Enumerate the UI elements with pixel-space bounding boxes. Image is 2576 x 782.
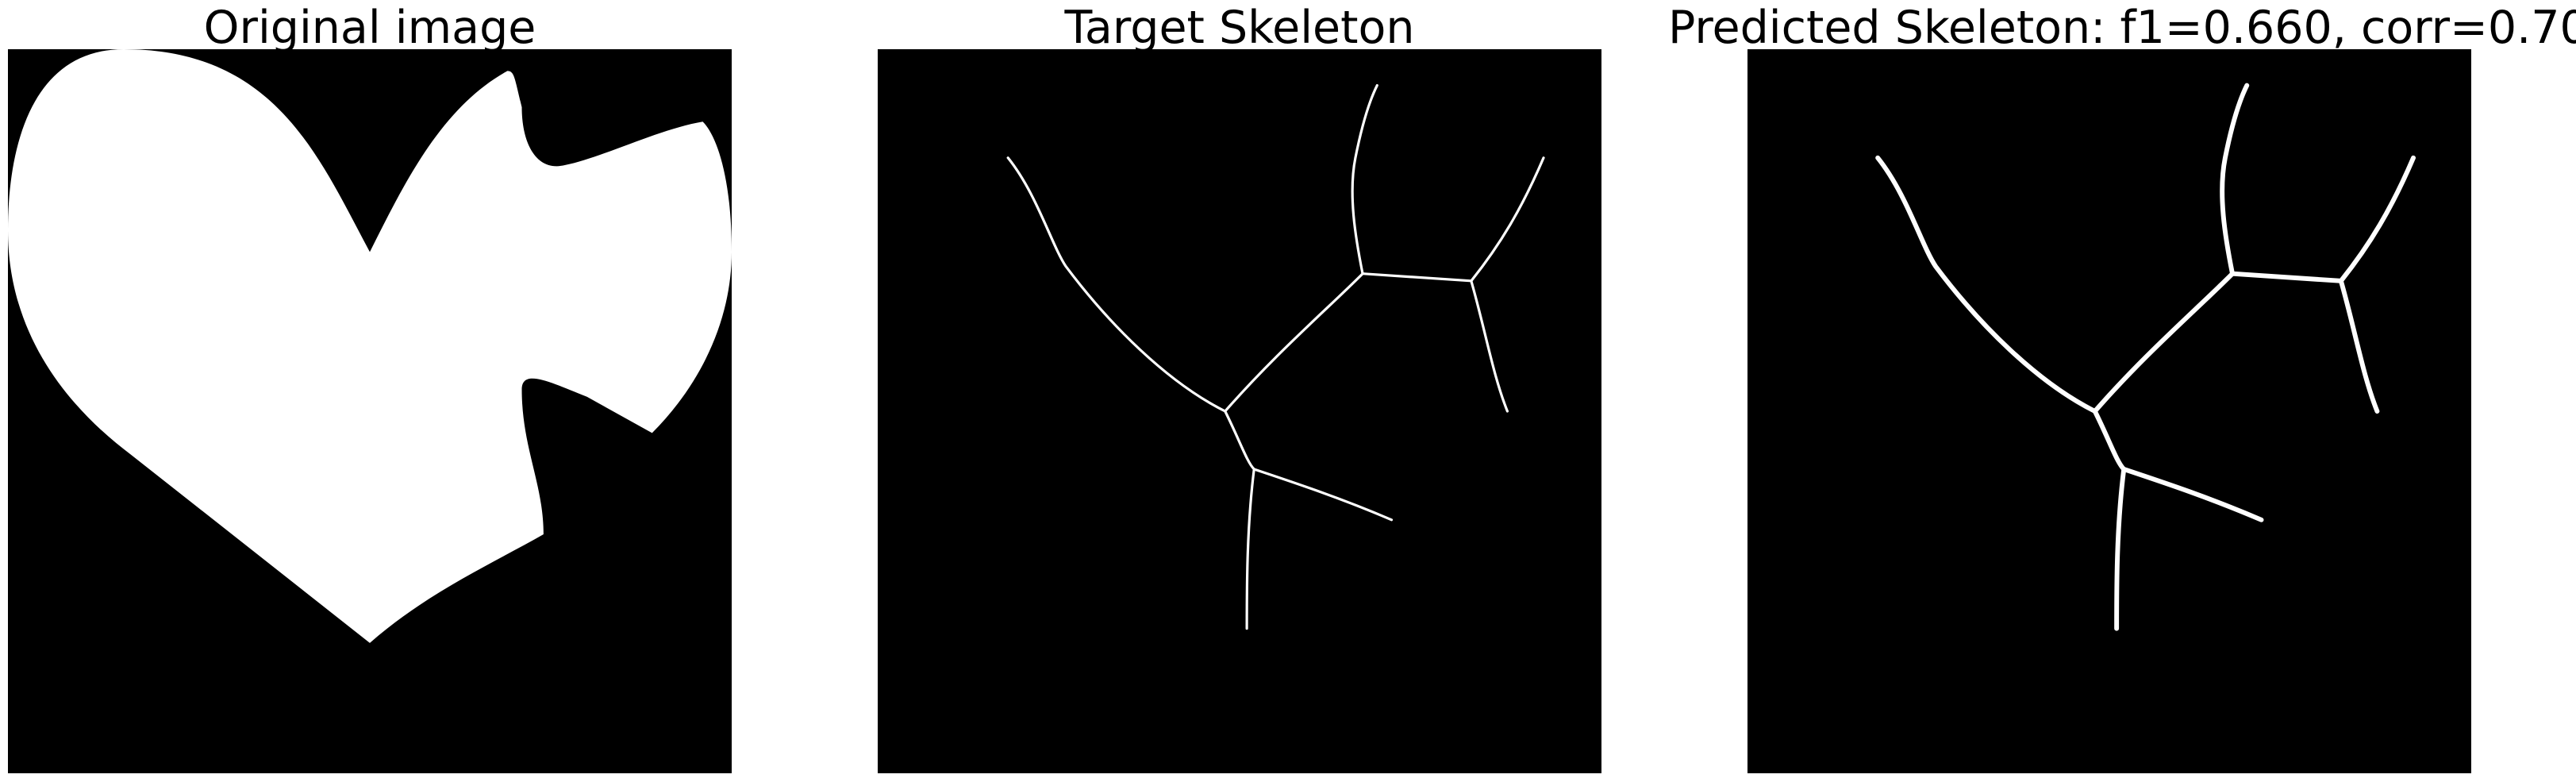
skeleton-branch: [1224, 272, 1364, 413]
skeleton-branch: [1351, 84, 1378, 275]
skeleton-branch: [2230, 271, 2343, 283]
skeleton-branch: [1224, 410, 1255, 471]
skeleton-branch: [1470, 279, 1509, 413]
panel-title-target: Target Skeleton: [1064, 2, 1415, 54]
panel-target-skeleton: Target Skeleton: [878, 0, 1601, 782]
skeleton-branch: [1875, 155, 2097, 414]
skeleton-branch: [2092, 409, 2127, 472]
panel-predicted-skeleton: Predicted Skeleton: f1=0.660, corr=0.700: [1668, 0, 2576, 782]
heart-shape: [8, 49, 732, 643]
skeleton-branch: [1245, 468, 1255, 630]
skeleton-branch: [1361, 272, 1473, 283]
panel-original-image: Original image: [8, 0, 732, 782]
panel-title-predicted: Predicted Skeleton: f1=0.660, corr=0.700: [1668, 2, 2576, 54]
skeleton-branch: [1252, 468, 1394, 522]
skeleton-branch: [2220, 83, 2250, 276]
skeleton-branch: [2338, 155, 2416, 283]
skeleton-branch: [1470, 156, 1545, 283]
skeleton-branch: [1006, 156, 1227, 413]
target-skeleton-image: [878, 49, 1601, 773]
panel-title-original: Original image: [203, 2, 536, 54]
skeleton-branch: [2121, 466, 2264, 522]
skeleton-branch: [2114, 466, 2127, 631]
skeleton-branch: [2092, 271, 2236, 414]
predicted-skeleton-image: [1747, 49, 2471, 773]
original-image: [8, 49, 732, 773]
skeleton-branch: [2338, 278, 2380, 414]
